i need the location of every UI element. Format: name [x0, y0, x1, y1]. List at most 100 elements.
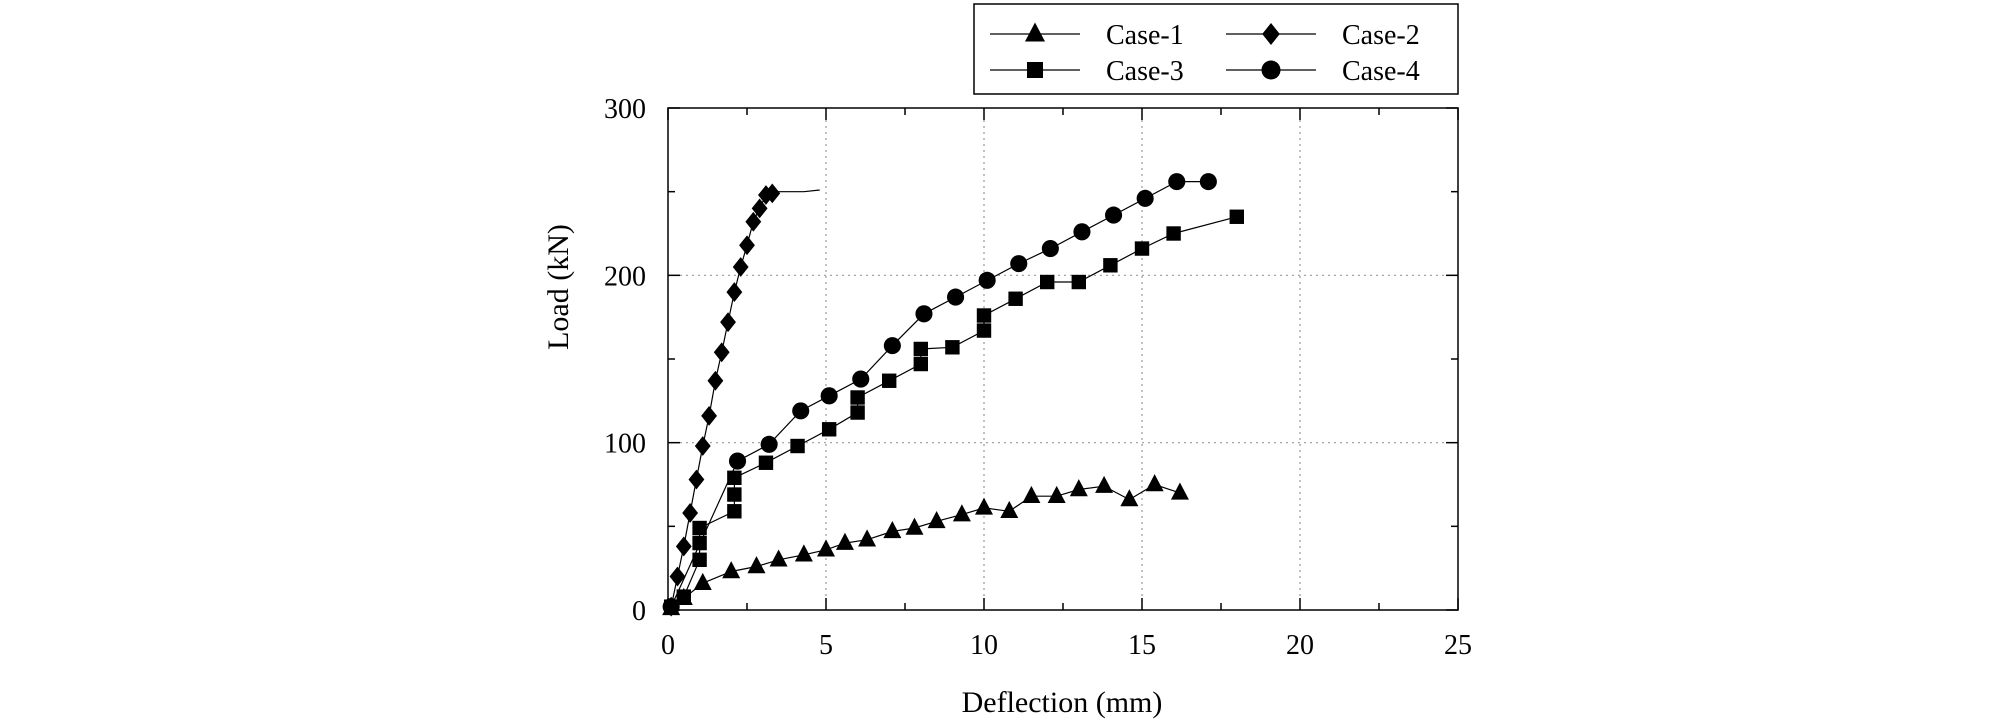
data-point-case-2: [764, 183, 781, 204]
data-point-case-1: [1095, 475, 1114, 493]
data-point-case-1: [1120, 489, 1139, 507]
y-tick-label: 100: [604, 429, 646, 460]
data-point-case-1: [835, 532, 854, 550]
data-point-case-1: [1000, 500, 1019, 519]
data-point-case-3: [850, 390, 865, 405]
data-point-case-3: [676, 589, 691, 604]
data-point-case-3: [850, 405, 865, 420]
data-point-case-3: [692, 520, 707, 536]
data-point-case-3: [976, 308, 992, 323]
grid-lines: [668, 108, 1458, 610]
data-point-case-2: [675, 536, 692, 557]
data-point-case-3: [1071, 274, 1086, 290]
x-tick-label: 25: [1444, 630, 1472, 661]
data-point-case-2: [707, 370, 724, 391]
data-point-case-1: [1170, 482, 1189, 500]
data-point-case-2: [726, 282, 743, 302]
data-point-case-2: [732, 257, 749, 277]
data-point-case-1: [693, 572, 712, 590]
data-point-case-2: [669, 566, 686, 587]
plot-area-border: [667, 107, 1459, 611]
data-point-case-3: [882, 373, 897, 388]
legend: Case-1 Case-2 Case-3 Case-4: [973, 3, 1459, 95]
legend-marker-case-1: [1025, 22, 1045, 42]
y-tick-label: 300: [604, 94, 646, 125]
data-point-case-3: [1008, 291, 1023, 306]
data-point-case-2: [739, 235, 755, 256]
data-point-case-2: [688, 469, 705, 490]
data-point-case-4: [947, 288, 965, 306]
data-point-case-1: [817, 539, 835, 557]
data-point-case-3: [1166, 226, 1181, 241]
data-point-case-4: [820, 387, 838, 405]
x-tick-label: 10: [970, 630, 998, 661]
data-point-case-3: [1229, 209, 1244, 224]
data-point-case-1: [1047, 485, 1066, 503]
axis-ticks: 0 5 10 15 20 25 0 100 200 300: [604, 94, 1472, 661]
data-point-case-3: [758, 455, 774, 470]
data-point-case-1: [952, 504, 971, 522]
data-point-case-1: [1069, 479, 1088, 497]
data-point-case-4: [978, 271, 996, 289]
data-point-case-3: [790, 438, 805, 454]
x-tick-label: 5: [819, 630, 833, 661]
y-tick-label: 200: [604, 261, 646, 292]
data-point-case-1: [905, 517, 924, 535]
data-point-case-4: [792, 402, 810, 420]
data-point-case-2: [713, 342, 730, 363]
plot-frame: [667, 107, 1459, 611]
x-tick-label: 15: [1128, 630, 1156, 661]
data-point-case-1: [722, 561, 741, 579]
data-point-case-4: [760, 435, 778, 453]
data-point-case-1: [794, 544, 813, 562]
data-point-case-2: [751, 198, 768, 219]
data-point-case-3: [1040, 274, 1055, 290]
data-point-case-3: [727, 504, 742, 519]
data-point-case-2: [701, 405, 717, 426]
data-point-case-4: [1199, 173, 1217, 191]
data-point-case-4: [1010, 255, 1028, 273]
y-tick-label: 0: [632, 596, 646, 627]
x-axis-title: Deflection (mm): [962, 686, 1163, 719]
data-point-case-1: [883, 521, 902, 539]
series-line-case-1: [670, 483, 1181, 609]
y-axis-title: Load (kN): [542, 224, 575, 350]
data-point-case-4: [1041, 240, 1059, 258]
data-point-case-3: [821, 422, 837, 437]
legend-label-case-2: Case-2: [1342, 20, 1420, 51]
data-point-case-1: [927, 510, 946, 529]
data-point-case-2: [720, 312, 736, 333]
data-point-case-4: [852, 370, 870, 388]
legend-label-case-3: Case-3: [1106, 56, 1184, 87]
data-point-case-1: [975, 497, 993, 515]
data-point-case-3: [692, 535, 707, 551]
data-point-case-4: [1073, 223, 1091, 241]
data-point-case-3: [976, 323, 992, 338]
data-point-case-4: [1136, 189, 1154, 207]
data-point-case-1: [858, 529, 877, 547]
data-point-case-4: [1105, 206, 1123, 224]
x-tick-label: 0: [661, 630, 675, 661]
data-point-case-3: [1134, 241, 1150, 256]
data-point-case-4: [915, 305, 933, 323]
data-point-case-4: [1168, 173, 1186, 191]
data-point-case-4: [662, 598, 680, 616]
data-point-case-3: [945, 340, 960, 355]
legend-marker-case-4: [1261, 60, 1281, 80]
data-point-case-2: [745, 211, 762, 232]
data-point-case-1: [1022, 485, 1041, 503]
legend-marker-case-3: [1027, 62, 1043, 78]
data-point-case-4: [728, 452, 747, 470]
legend-label-case-4: Case-4: [1342, 56, 1420, 87]
data-point-case-3: [913, 341, 928, 357]
data-point-case-3: [727, 487, 742, 502]
legend-label-case-1: Case-1: [1106, 20, 1184, 51]
x-tick-label: 20: [1286, 630, 1314, 661]
data-point-case-3: [1103, 258, 1118, 273]
data-point-case-3: [692, 552, 707, 567]
data-point-case-2: [694, 436, 711, 456]
data-point-case-3: [913, 356, 928, 372]
data-point-case-4: [883, 337, 901, 355]
data-point-case-1: [769, 549, 788, 567]
